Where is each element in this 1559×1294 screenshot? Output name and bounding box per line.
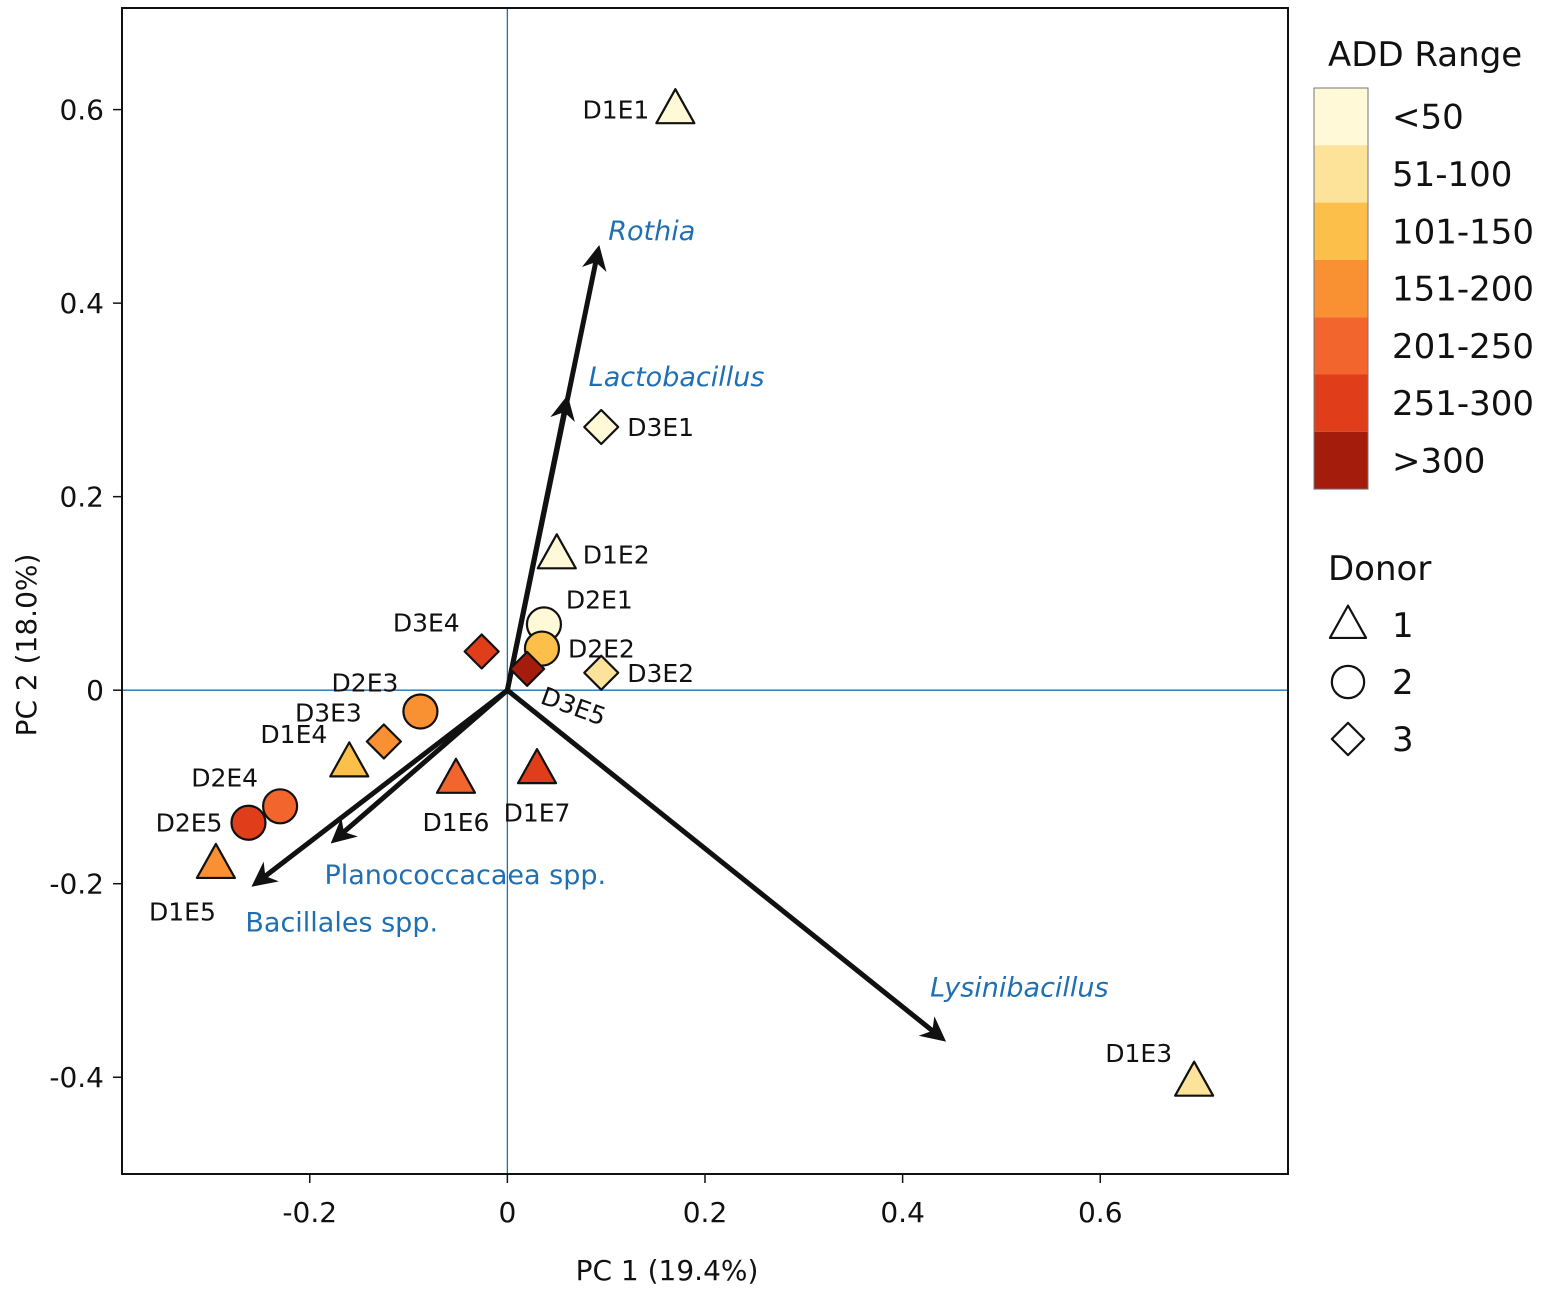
y-tick-label: 0.4 xyxy=(59,287,104,320)
point-d1e2 xyxy=(536,533,577,570)
point-d2e5 xyxy=(230,804,267,841)
point-label-d3e2: D3E2 xyxy=(627,659,694,688)
point-label-d1e3: D1E3 xyxy=(1105,1039,1172,1068)
point-d2e3 xyxy=(402,693,439,730)
add-range-label: 251-300 xyxy=(1392,384,1534,424)
point-label-d2e1: D2E1 xyxy=(566,585,633,614)
point-label-d2e5: D2E5 xyxy=(156,809,223,838)
x-axis-ticks: -0.2 0 0.2 0.4 0.6 xyxy=(282,1174,1123,1229)
loading-label-bacillales-spp: Bacillales spp. xyxy=(245,908,438,939)
point-d3e3 xyxy=(365,723,402,760)
x-tick-label: 0.6 xyxy=(1078,1196,1123,1229)
point-label-d1e5: D1E5 xyxy=(149,897,216,926)
y-tick-label: 0.2 xyxy=(59,481,104,514)
point-d1e7 xyxy=(516,748,558,785)
y-axis-title: PC 2 (18.0%) xyxy=(10,554,43,737)
point-label-d3e3: D3E3 xyxy=(295,698,362,727)
loading-arrow-lysinibacillus xyxy=(505,688,947,1042)
loading-label-lysinibacillus: Lysinibacillus xyxy=(930,973,1108,1004)
add-range-label: 201-250 xyxy=(1392,327,1534,367)
y-tick-label: -0.4 xyxy=(49,1061,104,1094)
add-range-legend-title: ADD Range xyxy=(1328,35,1522,75)
donor-legend-label: 1 xyxy=(1392,606,1414,646)
point-label-d1e2: D1E2 xyxy=(583,541,650,570)
point-label-d1e1: D1E1 xyxy=(582,96,649,125)
point-label-d1e4: D1E4 xyxy=(260,720,327,749)
point-d3e5 xyxy=(509,650,546,687)
point-d3e1 xyxy=(583,408,620,446)
add-range-label: <50 xyxy=(1392,98,1464,138)
point-d1e1 xyxy=(655,88,696,125)
donor-legend-triangle-icon xyxy=(1328,604,1368,640)
plot-background xyxy=(122,8,1288,1174)
add-range-swatch xyxy=(1314,202,1368,260)
donor-legend-label: 3 xyxy=(1392,720,1414,760)
loading-label-planococcacaea-spp: Planococcacaea spp. xyxy=(324,860,606,891)
add-range-label: >300 xyxy=(1392,441,1485,481)
donor-legend-diamond-icon xyxy=(1330,721,1366,757)
y-tick-label: 0.6 xyxy=(59,94,104,127)
add-range-swatch xyxy=(1314,317,1368,375)
point-label-d2e3: D2E3 xyxy=(332,668,399,697)
x-tick-label: 0 xyxy=(498,1196,516,1229)
add-range-swatch xyxy=(1314,145,1368,203)
add-range-label: 51-100 xyxy=(1392,155,1512,195)
point-d1e4 xyxy=(329,741,370,778)
loading-arrow-bacillales-spp xyxy=(251,688,509,887)
point-label-d1e7: D1E7 xyxy=(504,799,571,828)
point-d3e4 xyxy=(463,633,500,670)
y-axis-ticks: 0.6 0.4 0.2 0 -0.2 -0.4 xyxy=(49,94,122,1094)
add-range-swatch xyxy=(1314,431,1368,490)
add-range-label: 101-150 xyxy=(1392,212,1534,252)
add-range-bar-border xyxy=(1313,87,1369,490)
point-label-d1e6: D1E6 xyxy=(423,808,490,837)
sample-labels: D1E1 D1E2 D1E3 D1E4 D1E5 D1E6 D1E7 D2E1 D2E2 D2E3… xyxy=(149,96,1172,1068)
plot-frame xyxy=(121,7,1289,1175)
add-range-swatch xyxy=(1314,88,1368,146)
sample-points xyxy=(195,88,1215,1097)
loading-arrow-lactobacillus xyxy=(504,394,575,691)
donor-legend-circle-icon xyxy=(1330,664,1366,700)
y-tick-label: -0.2 xyxy=(49,868,104,901)
x-axis-title: PC 1 (19.4%) xyxy=(576,1254,759,1287)
add-range-swatch xyxy=(1314,259,1368,318)
x-tick-label: -0.2 xyxy=(282,1196,337,1229)
point-d1e6 xyxy=(435,757,477,794)
loading-vectors: Rothia Lactobacillus Lysinibacillus Planoco… xyxy=(245,216,1109,1042)
point-d1e5 xyxy=(195,842,236,880)
point-label-d3e4: D3E4 xyxy=(393,608,460,637)
point-d1e3 xyxy=(1174,1060,1215,1097)
point-d3e2 xyxy=(583,654,620,691)
add-range-label: 151-200 xyxy=(1392,270,1534,310)
x-tick-label: 0.2 xyxy=(683,1196,728,1229)
point-label-d2e4: D2E4 xyxy=(191,763,258,792)
add-range-legend: ADD Range <50 51-100 101-150 151-200 201-250… xyxy=(1313,35,1534,490)
x-tick-label: 0.4 xyxy=(880,1196,925,1229)
point-d2e4 xyxy=(262,788,299,825)
y-tick-label: 0 xyxy=(86,674,104,707)
donor-legend-title: Donor xyxy=(1328,549,1431,589)
loading-label-rothia: Rothia xyxy=(608,216,695,247)
add-range-swatch xyxy=(1314,374,1368,432)
loading-label-lactobacillus: Lactobacillus xyxy=(589,362,765,393)
point-label-d2e2: D2E2 xyxy=(568,635,635,664)
point-label-d3e1: D3E1 xyxy=(627,413,694,442)
donor-legend-label: 2 xyxy=(1392,663,1414,703)
donor-legend: Donor 1 2 3 xyxy=(1328,549,1431,760)
